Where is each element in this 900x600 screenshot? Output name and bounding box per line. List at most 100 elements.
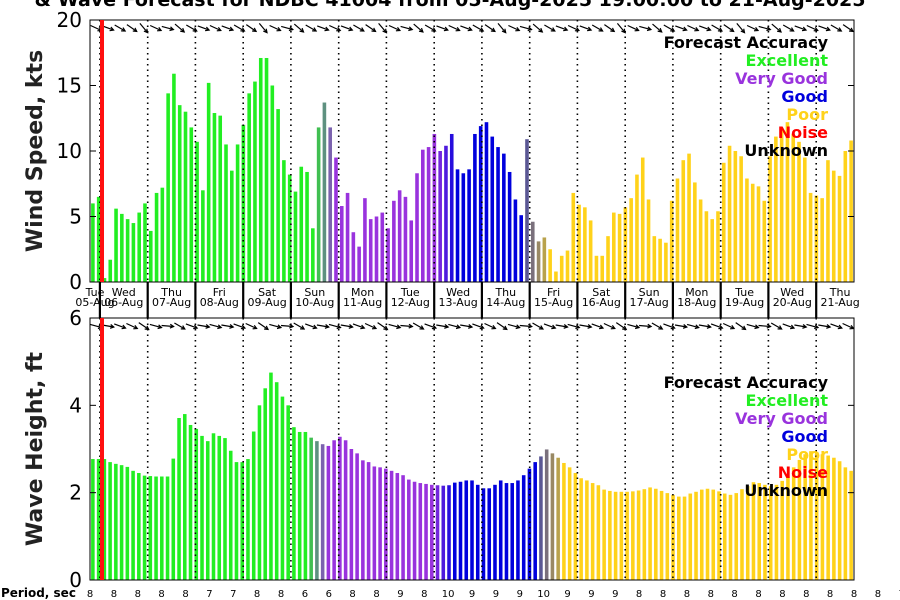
direction-arrow [126,24,138,33]
data-bar [441,485,446,580]
arrow-head [766,26,772,32]
period-value: 8 [731,589,737,600]
data-bar [366,462,371,580]
y-tick-label: 6 [69,306,82,330]
arrow-head [801,26,808,32]
data-bar [270,85,275,282]
data-bar [444,145,448,282]
date-label: 21-Aug [820,296,859,309]
data-bar [251,431,256,580]
data-bar [763,484,767,580]
period-value: 9 [612,589,618,600]
data-bar [309,437,313,580]
direction-arrow [496,322,508,331]
direction-arrow [698,324,712,329]
direction-arrow [460,324,474,329]
arrow-shaft [185,323,198,329]
day-of-week-label: Thu [160,286,182,299]
direction-arrow [436,25,449,32]
data-bar [102,459,107,580]
arrow-head [229,324,235,329]
period-value: 8 [421,589,427,600]
arrow-head [252,27,258,33]
data-bar [780,480,784,580]
data-bar [409,220,414,282]
data-bar [374,216,379,282]
arrow-shaft [496,322,508,330]
data-bar [137,473,141,580]
direction-arrow [340,324,354,329]
data-bar [682,496,687,580]
data-bar [418,483,423,580]
arrow-head [646,26,653,32]
data-bar [583,207,587,282]
period-value: 9 [397,589,403,600]
date-label: 14-Aug [486,296,525,309]
period-value: 7 [899,589,900,600]
direction-arrow [280,323,295,329]
data-bar [623,207,628,282]
arrow-head [658,325,664,330]
date-label: 07-Aug [152,296,191,309]
direction-arrow [555,324,569,329]
data-bar [166,93,170,282]
data-bar [665,493,670,580]
arrow-head [193,324,199,330]
data-bar [368,219,373,282]
data-bar [681,160,686,282]
arrow-shaft [532,322,544,330]
data-bar [470,480,474,580]
direction-arrow [174,23,186,33]
arrow-head [538,325,544,330]
direction-arrow [674,324,689,329]
arrow-head [467,26,473,32]
arrow-head [263,28,268,34]
day-of-week-label: Sun [639,286,660,299]
direction-arrow [806,323,820,330]
arrow-head [143,28,149,34]
data-bar [125,466,130,580]
arrow-shaft [710,323,723,329]
data-bar [493,484,497,580]
arrow-head [515,324,521,330]
arrow-shaft [400,324,413,328]
direction-arrow [378,23,388,34]
data-bar [172,73,176,283]
data-bar [648,487,652,580]
arrow-head [563,324,569,329]
direction-arrow [627,323,641,330]
period-value: 8 [111,589,117,600]
data-bar [91,203,95,282]
data-bar [241,124,246,282]
legend-entry: Excellent [746,391,829,410]
arrow-shaft [842,322,854,330]
data-bar [625,491,629,580]
direction-arrow [616,23,626,34]
arrow-shaft [316,324,329,328]
data-bar [498,480,503,580]
arrow-shaft [555,324,568,328]
arrow-shaft [245,24,257,32]
data-bar [768,156,772,282]
direction-arrow [221,25,235,32]
day-of-week-label: Wed [446,286,470,299]
data-bar [380,212,385,282]
data-bar [305,171,309,282]
direction-arrow [245,322,258,330]
direction-arrow [388,323,402,330]
data-bar [415,173,419,282]
period-value: 7 [206,589,212,600]
arrow-head [647,323,653,329]
arrow-shaft [328,323,341,329]
arrow-shaft [365,24,376,32]
wave-direction-arrows [90,322,855,331]
direction-arrow [472,323,485,330]
direction-arrow [149,24,163,32]
date-label: 12-Aug [391,296,430,309]
legend-entry: Very Good [735,69,828,88]
day-of-week-label: Fri [547,286,560,299]
data-bar [148,230,153,282]
arrow-head [396,324,402,330]
period-value: 8 [636,589,642,600]
data-bar [487,488,492,580]
